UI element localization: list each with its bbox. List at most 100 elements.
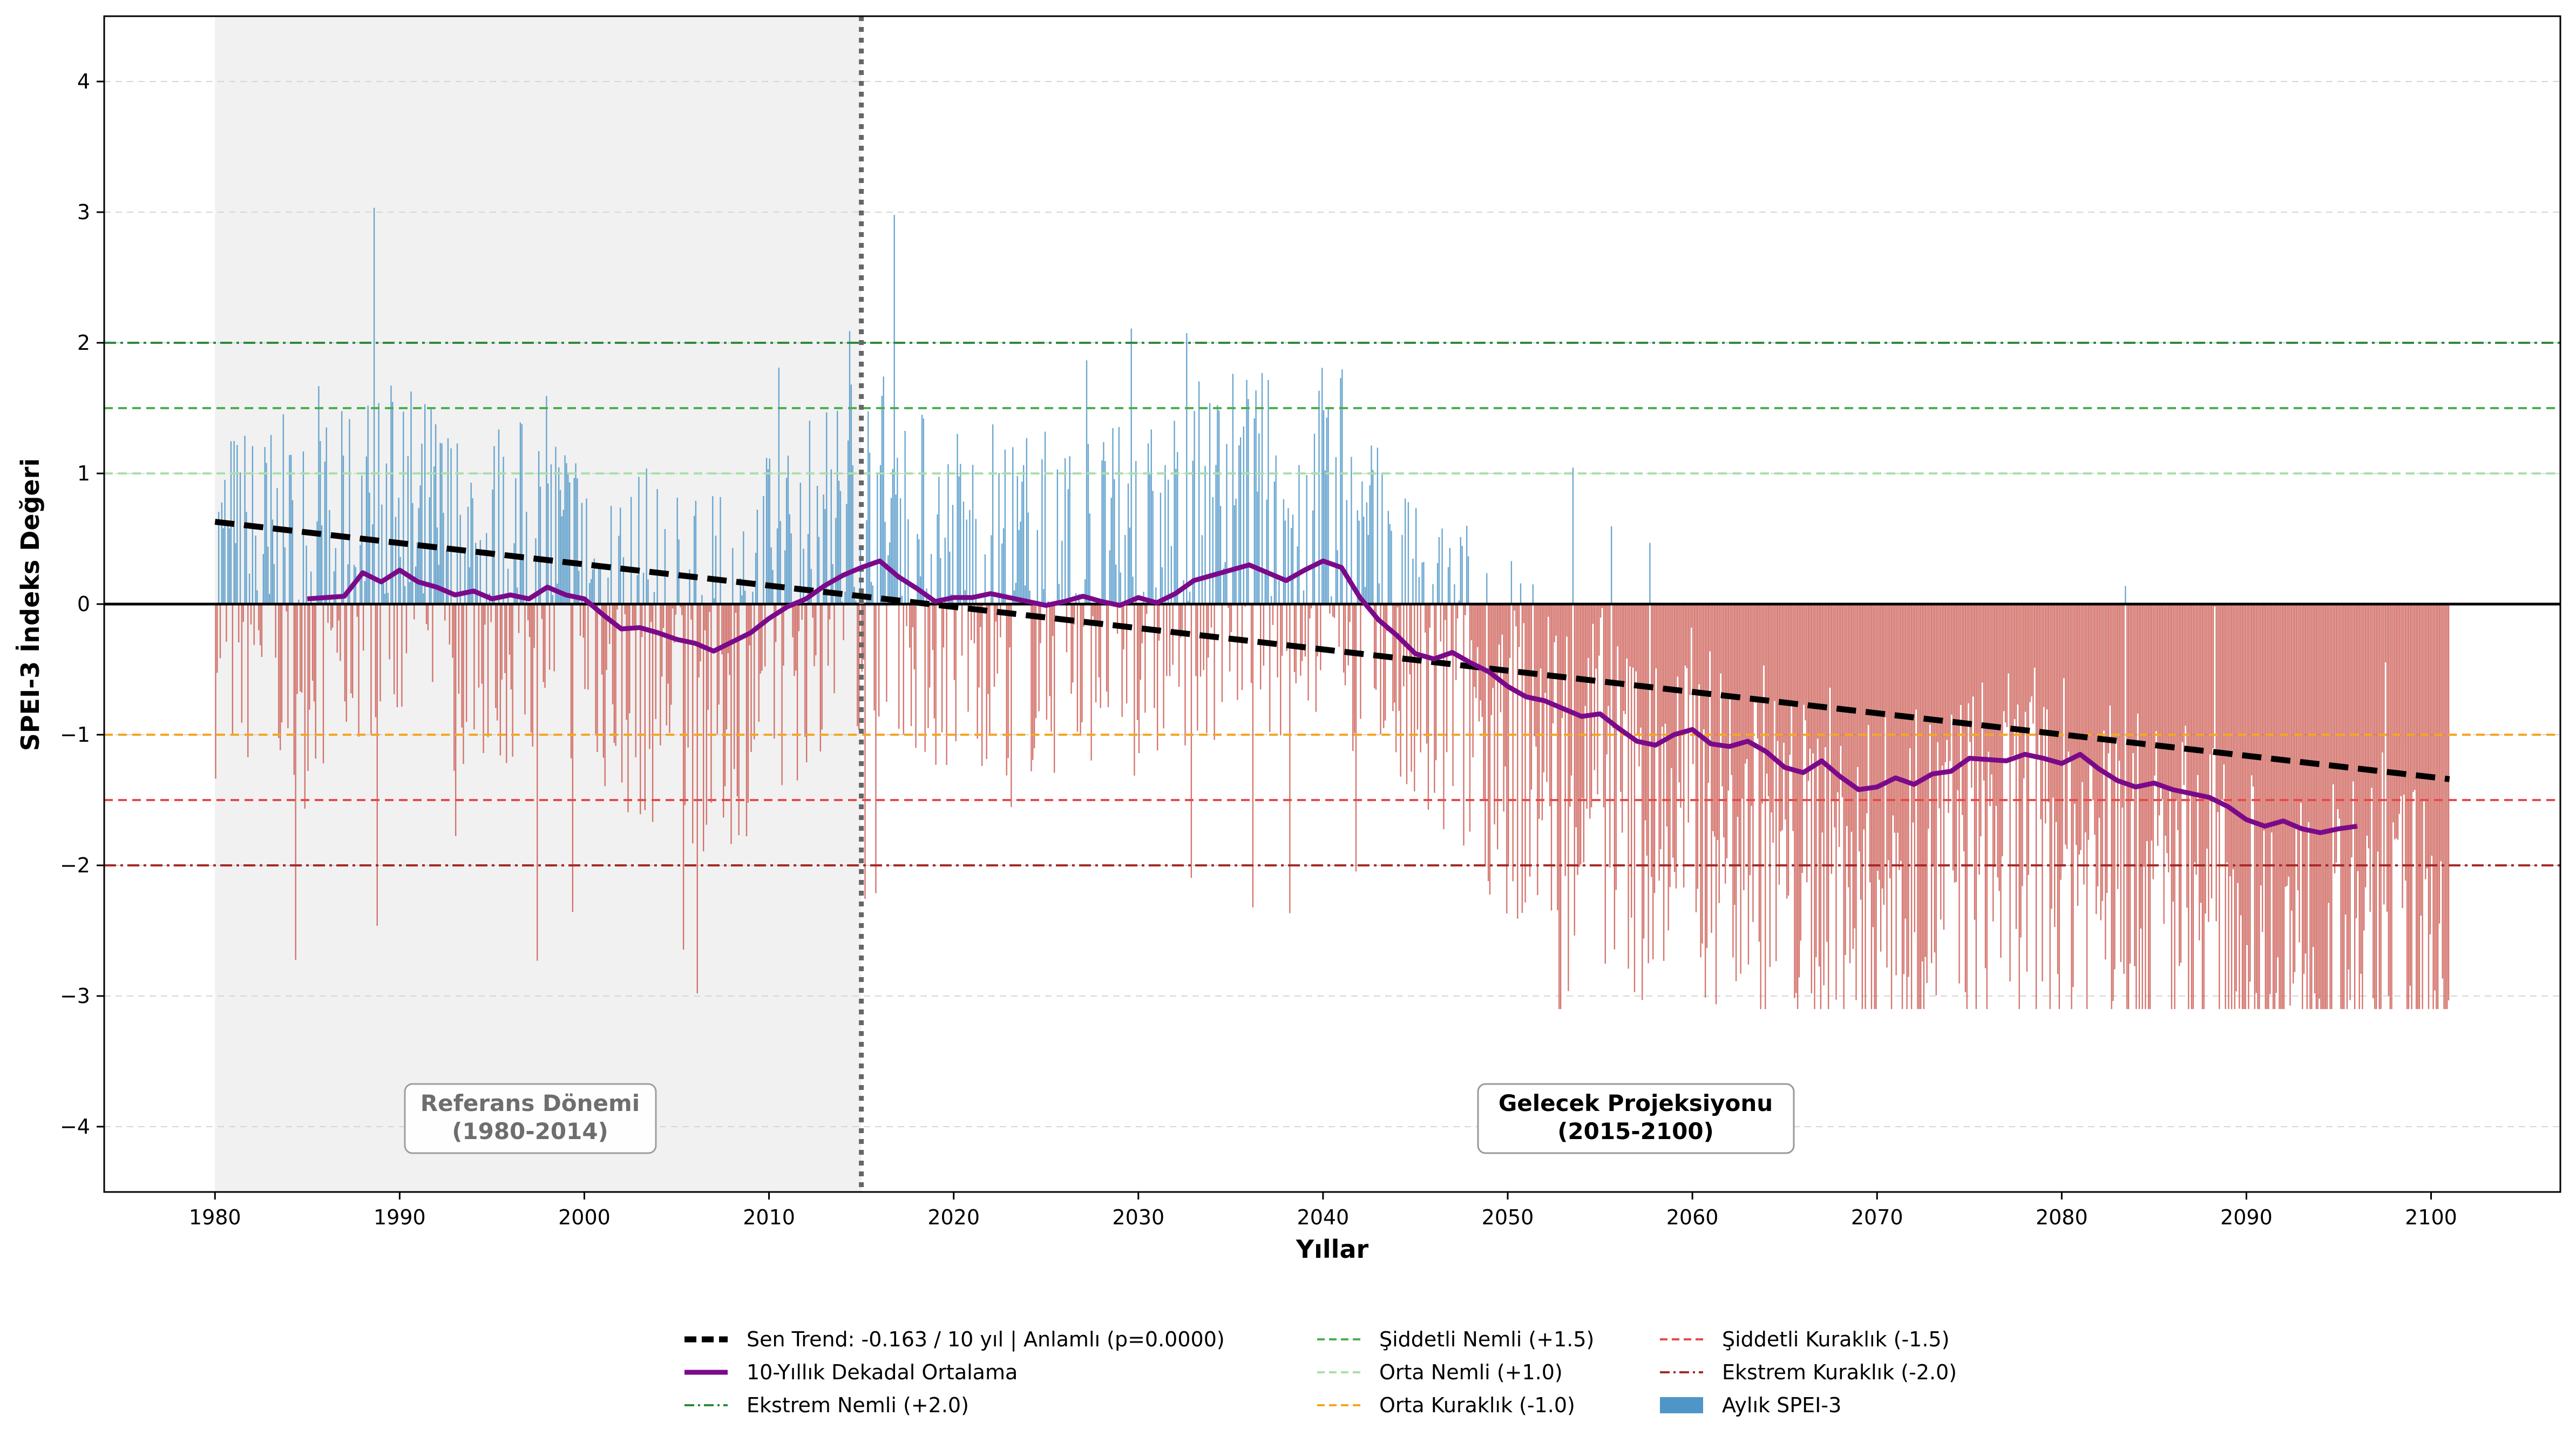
monthly-bar [559,490,561,604]
monthly-bar [238,604,240,643]
monthly-bar [1900,604,1902,861]
monthly-bar [1968,604,1969,703]
monthly-bar [1312,510,1314,604]
monthly-bar [2248,604,2249,1010]
monthly-bar [2436,604,2437,1010]
monthly-bar [1490,604,1492,715]
monthly-bar [1248,399,1249,604]
monthly-bar [1035,604,1037,719]
monthly-bar [879,465,882,604]
monthly-bar [2014,604,2016,720]
monthly-bar [2323,604,2325,1010]
monthly-bar [877,472,878,604]
monthly-bar [1445,604,1446,620]
monthly-bar [2040,604,2042,819]
monthly-bar [2302,604,2303,1010]
monthly-bar [2402,604,2403,909]
monthly-bar [1489,604,1491,895]
future-period-label-line2: (2015-2100) [1557,1118,1714,1144]
monthly-bar [318,386,320,604]
monthly-bar [1760,604,1761,1010]
monthly-bar [311,604,314,681]
monthly-bar [2189,604,2191,795]
monthly-bar [430,408,432,604]
monthly-bar [2155,604,2157,731]
monthly-bar [1440,604,1441,642]
monthly-bar [669,604,670,733]
monthly-bar [795,604,797,671]
monthly-bar [1337,550,1338,604]
monthly-bar [2423,604,2425,800]
x-axis-label: Yıllar [1296,1235,1369,1264]
monthly-bar [398,497,399,604]
monthly-bar [2351,604,2353,858]
monthly-bar [1036,530,1038,604]
monthly-bar [1029,591,1031,604]
monthly-bar [1210,604,1212,628]
monthly-bar [887,555,889,604]
monthly-bar [435,424,437,604]
monthly-bar [1649,543,1651,604]
monthly-bar [1267,380,1269,604]
monthly-bar [216,604,218,673]
monthly-bar [2058,604,2060,1010]
monthly-bar [1975,604,1977,1010]
monthly-bar [1963,604,1965,851]
monthly-bar [2071,604,2072,1010]
monthly-bar [1398,604,1400,711]
monthly-bar [1944,604,1946,762]
monthly-bar [1351,457,1352,604]
monthly-bar [707,604,709,710]
monthly-bar [1680,604,1682,808]
monthly-bar [700,604,701,662]
monthly-bar [550,464,552,604]
monthly-bar [1293,604,1296,672]
monthly-bar [1617,604,1618,647]
legend-label-extreme-wet: Ekstrem Nemli (+2.0) [747,1393,969,1417]
monthly-bar [1320,604,1321,670]
monthly-bar [901,595,903,604]
monthly-bar [499,604,501,756]
monthly-bar [2408,604,2410,1010]
monthly-bar [370,604,372,734]
monthly-bar [704,604,706,631]
monthly-bar [578,571,580,604]
monthly-bar [590,579,592,604]
monthly-bar [467,506,469,604]
monthly-bar [2002,604,2003,857]
monthly-bar [2051,604,2052,909]
future-period-annotation: Gelecek Projeksiyonu (2015-2100) [1477,1083,1795,1154]
monthly-bar [662,604,665,628]
monthly-bar [946,604,947,765]
monthly-bar [843,604,844,640]
monthly-bar [518,604,520,633]
monthly-bar [2271,604,2273,833]
monthly-bar [1633,604,1636,992]
monthly-bar [2205,604,2206,914]
monthly-bar [952,505,954,604]
monthly-bar [638,477,640,604]
monthly-bar [2314,604,2316,994]
monthly-bar [1372,470,1374,604]
monthly-bar [760,604,761,674]
monthly-bar [618,536,620,604]
monthly-bar [1237,604,1238,700]
monthly-bar [844,592,846,604]
monthly-bar [835,518,837,604]
monthly-bar [1978,604,1980,875]
monthly-bar [1420,604,1421,753]
monthly-bar [423,593,424,604]
monthly-bar [1094,604,1095,621]
monthly-bar [1631,604,1632,918]
monthly-bar [1120,572,1121,604]
monthly-bar [2178,604,2180,966]
monthly-bar [1170,546,1172,604]
monthly-bar [2078,604,2080,855]
monthly-bar [1241,604,1243,690]
monthly-bar [236,445,238,604]
monthly-bar [770,547,772,604]
monthly-bar [329,510,330,604]
monthly-bar [1002,528,1005,604]
monthly-bar [367,405,369,604]
monthly-bar [487,604,489,737]
